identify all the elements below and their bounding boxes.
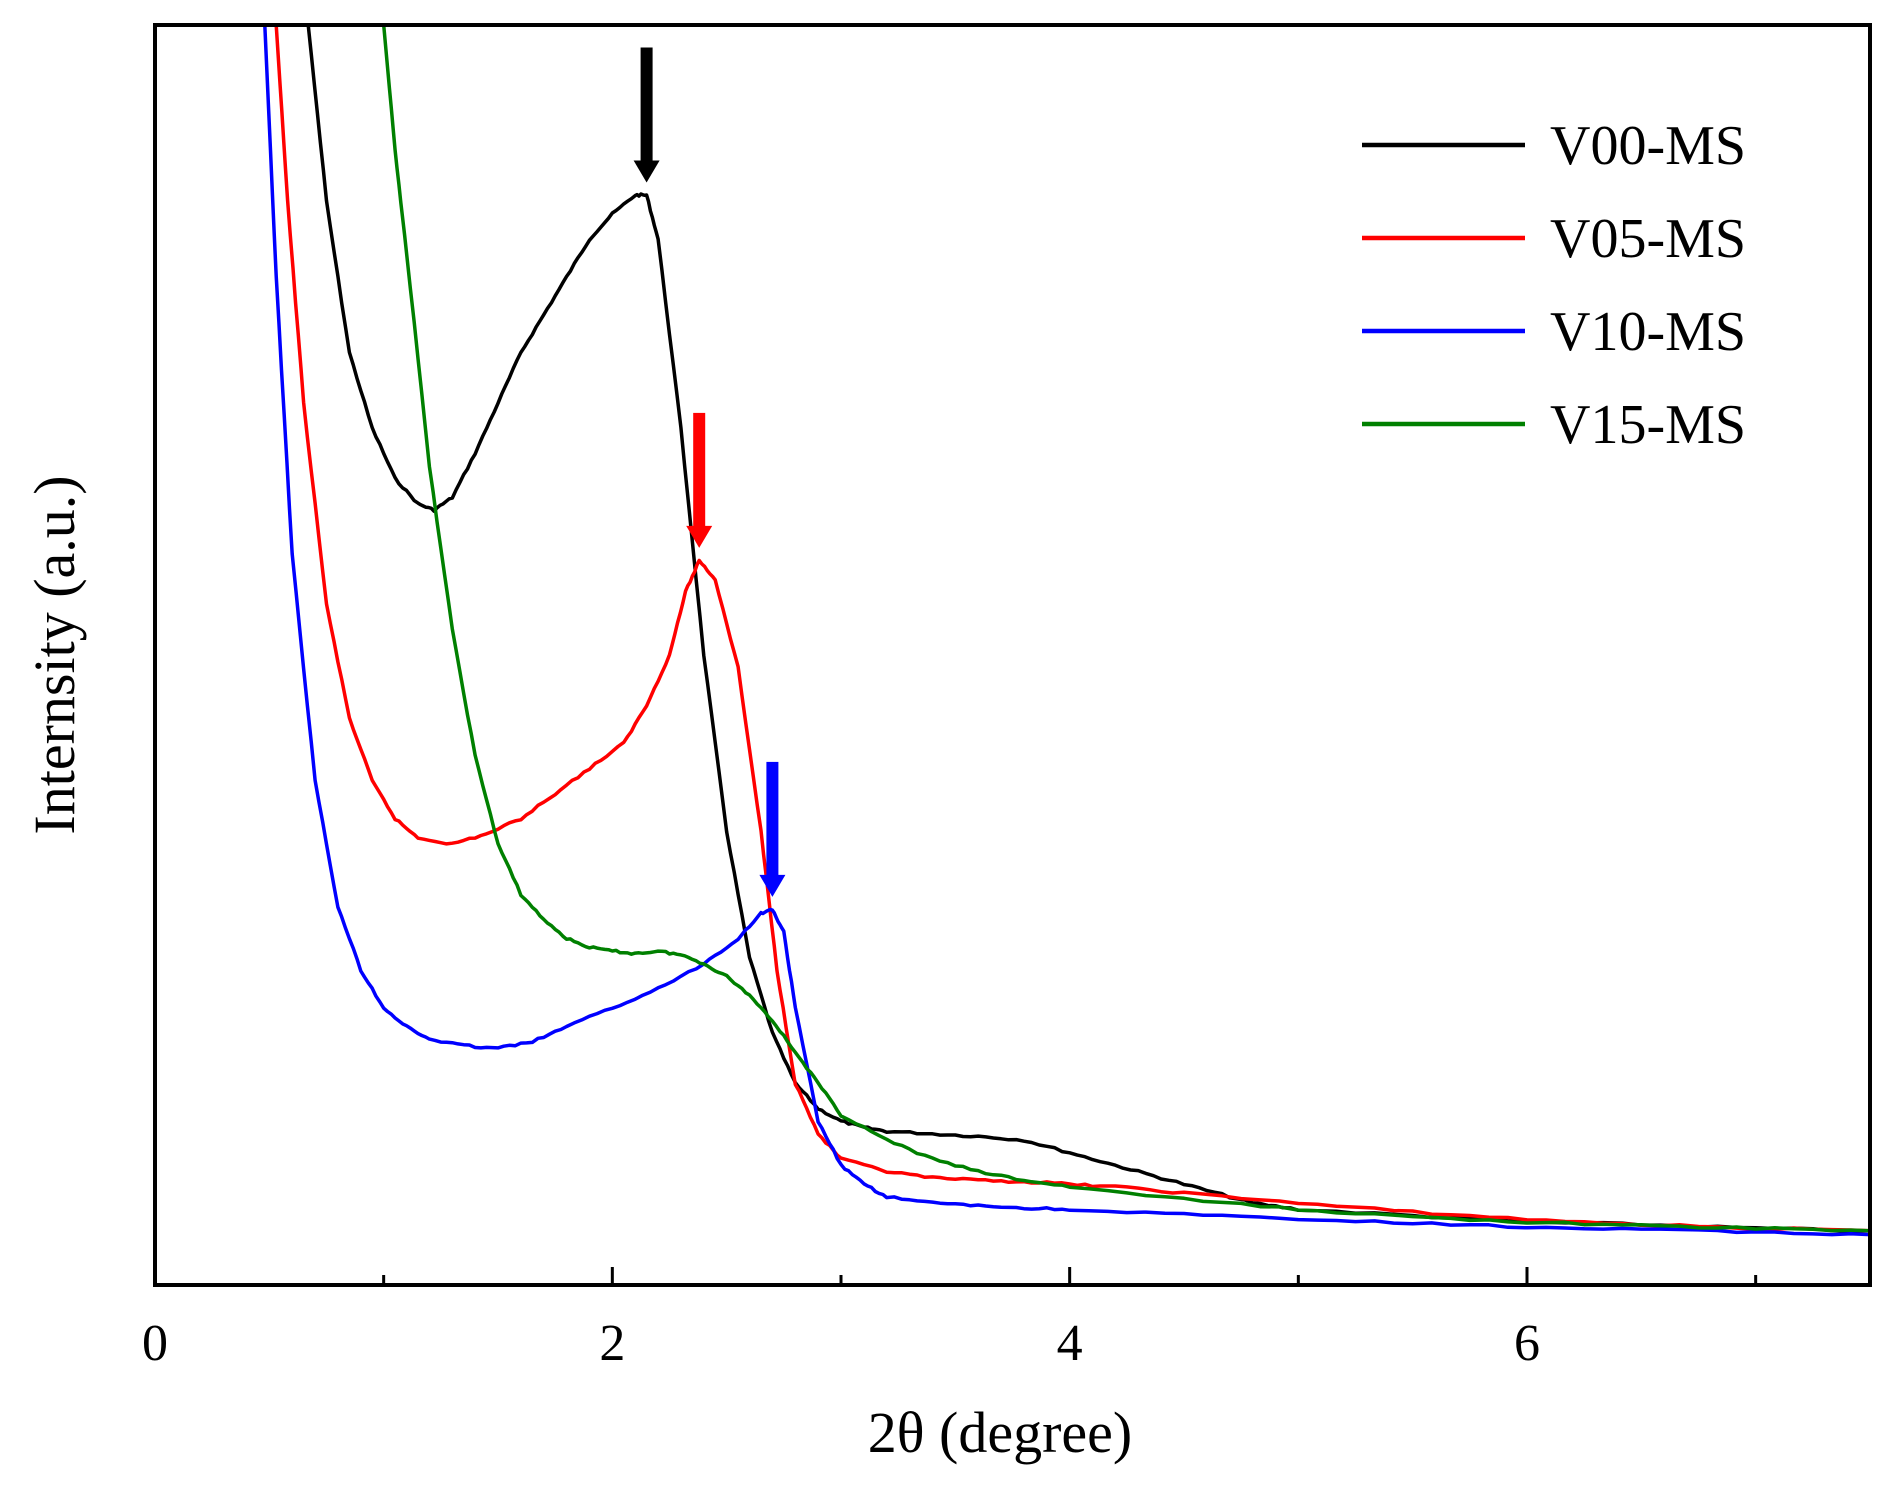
x-ticks: 0 2 4 6 <box>142 1267 1758 1372</box>
legend-label-v15-ms: V15-MS <box>1550 394 1746 456</box>
arrow-layer <box>633 47 786 897</box>
peak-arrow-3 <box>759 761 786 897</box>
plot-frame <box>153 23 1872 1287</box>
y-axis-label: Internsity (a.u.) <box>22 475 87 834</box>
series-line-v15-ms <box>381 25 1870 1233</box>
series-layer <box>263 25 1870 1237</box>
peak-arrow-2 <box>686 412 713 548</box>
x-tick-label-2: 2 <box>599 1315 625 1372</box>
x-tick-label-4: 4 <box>1057 1315 1083 1372</box>
legend-label-v00-ms: V00-MS <box>1550 115 1746 177</box>
legend-label-v05-ms: V05-MS <box>1550 208 1746 270</box>
legend-label-v10-ms: V10-MS <box>1550 301 1746 363</box>
series-line-v10-ms <box>263 25 1870 1237</box>
series-line-v00-ms <box>306 25 1870 1233</box>
series-line-v05-ms <box>274 25 1870 1233</box>
legend: V00-MS V05-MS V10-MS V15-MS <box>1362 115 1746 456</box>
x-axis-label: 2θ (degree) <box>868 1400 1132 1465</box>
peak-arrow-1 <box>633 47 660 183</box>
x-tick-label-0: 0 <box>142 1315 168 1372</box>
x-tick-label-6: 6 <box>1514 1315 1540 1372</box>
